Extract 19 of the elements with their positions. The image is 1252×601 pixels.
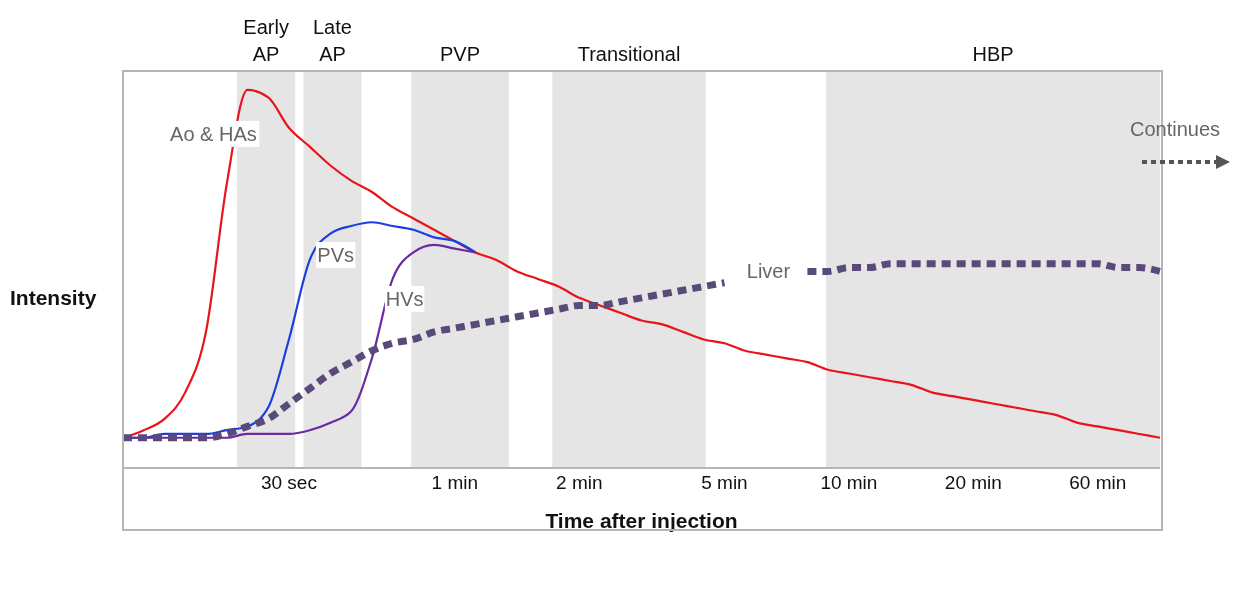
text: PVP bbox=[440, 43, 481, 65]
series-label: Ao & HAs bbox=[170, 122, 257, 145]
x-tick-label: 10 min bbox=[820, 472, 878, 494]
text: HBP bbox=[972, 43, 1014, 65]
text: Late AP bbox=[313, 16, 352, 65]
series-label: HVs bbox=[385, 287, 424, 310]
series-label: Liver bbox=[746, 259, 791, 282]
x-axis-title: Time after injection bbox=[545, 509, 738, 532]
annotation: Continues bbox=[1130, 118, 1221, 141]
x-tick-label: 20 min bbox=[944, 472, 1002, 494]
text: Transitional bbox=[577, 43, 681, 65]
text: Early AP bbox=[243, 16, 289, 65]
x-tick-label: 5 min bbox=[701, 472, 748, 494]
y-axis-title: Intensity bbox=[10, 286, 97, 310]
series-label: PVs bbox=[317, 244, 354, 267]
x-tick-label: 2 min bbox=[556, 472, 603, 494]
x-tick-label: 1 min bbox=[431, 472, 479, 494]
x-tick-label: 60 min bbox=[1069, 472, 1127, 494]
x-tick-label: 30 sec bbox=[260, 472, 317, 494]
